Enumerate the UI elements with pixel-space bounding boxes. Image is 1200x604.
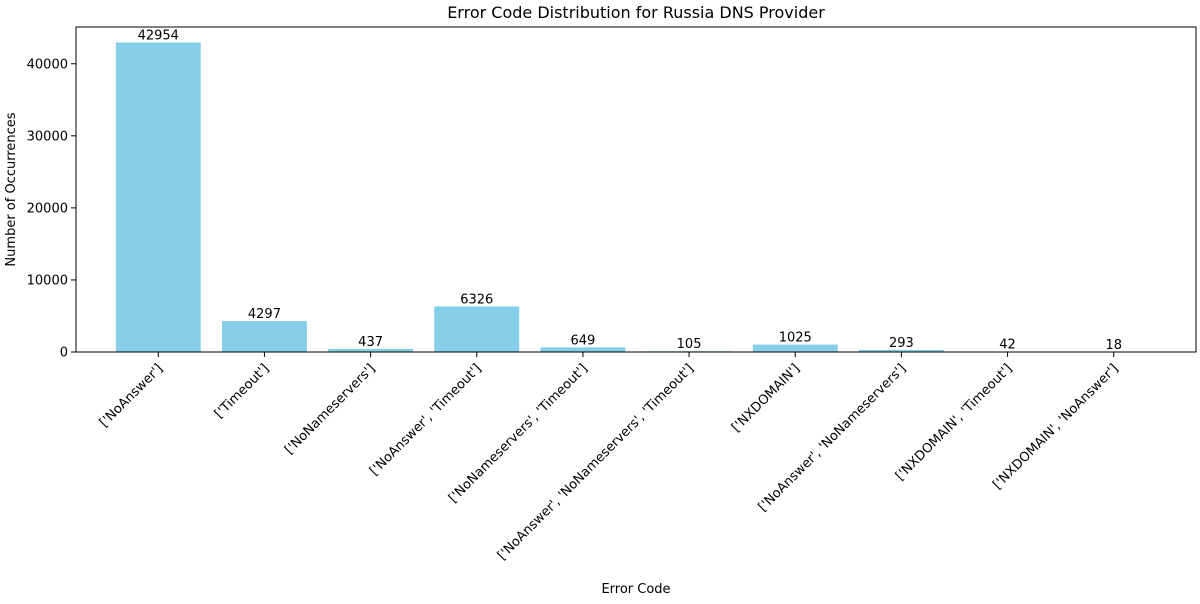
bars-layer bbox=[116, 42, 1156, 352]
y-axis: 0 10000 20000 30000 40000 bbox=[27, 57, 76, 360]
bar bbox=[222, 321, 307, 352]
bar-value-label: 6326 bbox=[460, 292, 493, 307]
plot-area-frame bbox=[76, 27, 1196, 352]
x-tick-label: ['NoNameservers'] bbox=[282, 361, 378, 457]
bar-value-label: 649 bbox=[571, 333, 596, 348]
x-tick-label: ['NXDOMAIN', 'NoAnswer'] bbox=[990, 361, 1121, 492]
x-tick-label: ['NXDOMAIN'] bbox=[729, 361, 803, 435]
x-tick-label: ['NoAnswer', 'NoNameservers', 'Timeout'] bbox=[495, 361, 697, 563]
bar bbox=[116, 42, 201, 352]
bar bbox=[434, 306, 519, 352]
y-axis-label: Number of Occurrences bbox=[4, 112, 19, 266]
data-labels-layer: 42954 4297 437 6326 649 105 1025 293 42 18 bbox=[138, 28, 1122, 352]
bar-value-label: 105 bbox=[677, 337, 702, 352]
chart-title: Error Code Distribution for Russia DNS P… bbox=[447, 3, 825, 22]
bar-value-label: 437 bbox=[358, 335, 383, 350]
bar-value-label: 42954 bbox=[138, 28, 179, 43]
x-tick-label: ['Timeout'] bbox=[212, 361, 272, 421]
y-tick-label: 40000 bbox=[27, 57, 68, 72]
y-tick-label: 10000 bbox=[27, 273, 68, 288]
y-tick-label: 0 bbox=[60, 346, 68, 361]
x-axis: ['NoAnswer'] ['Timeout']['NoNameservers']… bbox=[97, 352, 1122, 563]
x-axis-label: Error Code bbox=[601, 582, 670, 597]
x-tick-label: ['NoAnswer'] bbox=[97, 361, 166, 430]
y-tick-label: 20000 bbox=[27, 201, 68, 216]
y-tick-label: 30000 bbox=[27, 129, 68, 144]
x-tick-label: ['NoAnswer', 'Timeout'] bbox=[367, 361, 485, 479]
bar-value-label: 42 bbox=[999, 338, 1016, 353]
bar bbox=[753, 345, 838, 352]
bar-value-label: 18 bbox=[1105, 338, 1122, 353]
bar-value-label: 4297 bbox=[248, 307, 281, 322]
bar-value-label: 293 bbox=[889, 336, 914, 351]
bar-value-label: 1025 bbox=[779, 331, 812, 346]
x-tick-label: ['NXDOMAIN', 'Timeout'] bbox=[893, 361, 1016, 484]
